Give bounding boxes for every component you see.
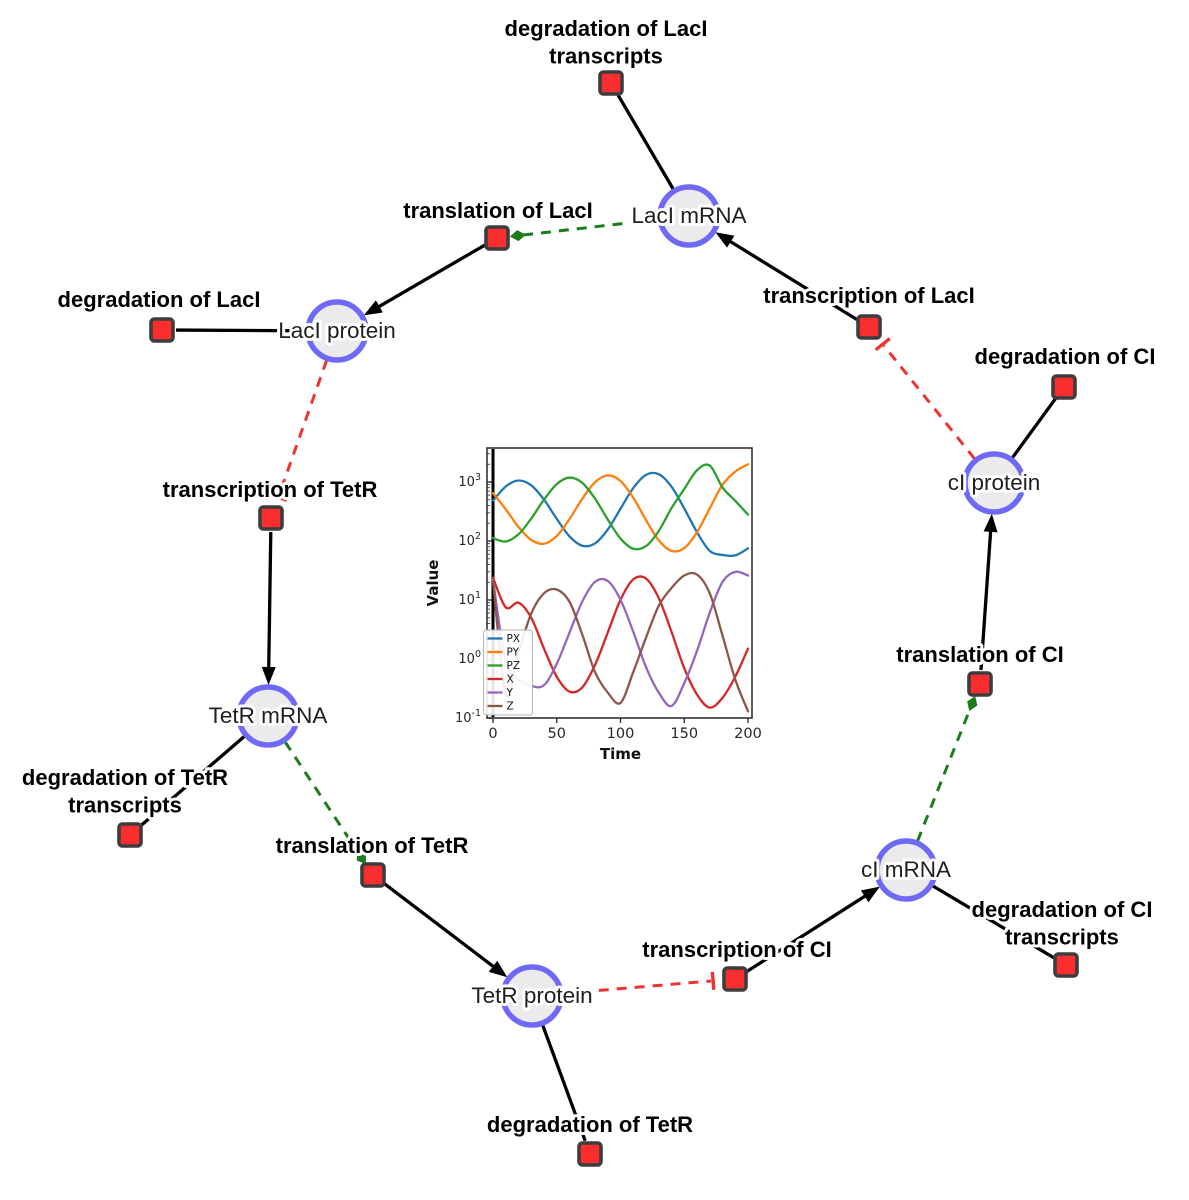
- reaction-label-degradation-laci-transcripts-line2: transcripts: [549, 44, 663, 69]
- species-node-tetr-mrna[interactable]: [236, 684, 300, 748]
- reaction-label-degradation-ci-transcripts-line1: degradation of CI: [972, 897, 1153, 922]
- species-label-ci-mrna: cI mRNA: [861, 857, 951, 882]
- x-tick-label-0: 0: [488, 726, 497, 742]
- species-node-laci-protein[interactable]: [305, 299, 369, 363]
- labels-layer: degradation of LacI transcripts translatio…: [19, 13, 1159, 1140]
- nodes-layer: [117, 70, 1079, 1167]
- species-node-laci-mrna[interactable]: [657, 184, 721, 248]
- species-node-tetr-protein[interactable]: [500, 964, 564, 1028]
- edge-tetr-protein-to-transcription-ci: [562, 979, 712, 995]
- edge-transcription-laci-to-laci-mrna: [726, 238, 858, 322]
- reaction-label-degradation-tetr-transcripts-line1: degradation of TetR: [22, 765, 228, 790]
- edge-ci-protein-to-degradation-ci: [1010, 397, 1058, 459]
- reaction-label-degradation-ci-line1: degradation of CI: [975, 344, 1156, 369]
- reaction-label-degradation-ci-transcripts-line2: transcripts: [1005, 925, 1119, 950]
- edge-laci-protein-to-transcription-tetr-tee-icon: [269, 492, 288, 502]
- reaction-node-translation-ci[interactable]: [967, 671, 993, 697]
- reaction-node-degradation-tetr[interactable]: [577, 1141, 603, 1167]
- edge-laci-mrna-to-degradation-laci-transcripts: [616, 94, 675, 191]
- species-label-laci-protein: LacI protein: [278, 318, 396, 343]
- series-line-PY: [491, 463, 750, 553]
- edge-transcription-tetr-to-tetr-mrna: [267, 531, 273, 672]
- reaction-label-translation-ci-line1: translation of CI: [896, 642, 1063, 667]
- edge-tetr-protein-to-degradation-tetr: [541, 1024, 587, 1142]
- species-node-ci-protein[interactable]: [962, 451, 1026, 515]
- reaction-label-degradation-tetr-line1: degradation of TetR: [487, 1112, 693, 1137]
- legend-label-PZ: PZ: [507, 660, 521, 672]
- y-tick-label-10e0: 100: [458, 649, 481, 667]
- reaction-label-translation-laci-line1: translation of LacI: [403, 198, 592, 223]
- reaction-node-degradation-laci[interactable]: [149, 317, 175, 343]
- x-tick-label-50: 50: [548, 726, 566, 742]
- species-node-ci-mrna[interactable]: [874, 838, 938, 902]
- edge-transcription-laci-to-laci-mrna-arrowhead-icon: [715, 232, 735, 248]
- edge-translation-tetr-to-tetr-protein: [383, 882, 498, 971]
- edge-tetr-mrna-to-translation-tetr: [283, 741, 360, 855]
- edge-transcription-tetr-to-tetr-mrna-arrowhead-icon: [261, 666, 276, 686]
- x-axis-label: Time: [600, 745, 641, 763]
- edges-layer: [139, 94, 1058, 1142]
- series-line-PX: [491, 471, 750, 558]
- edge-tetr-protein-to-transcription-ci-tee-icon: [710, 971, 716, 990]
- reaction-label-translation-tetr-line1: translation of TetR: [276, 833, 469, 858]
- reaction-label-transcription-ci-line1: transcription of CI: [642, 937, 831, 962]
- species-label-tetr-mrna: TetR mRNA: [209, 703, 328, 728]
- y-tick-label-10e1: 101: [458, 590, 481, 608]
- edge-tetr-mrna-to-translation-tetr-diamond-icon: [356, 850, 367, 865]
- y-axis-label: Value: [424, 560, 442, 607]
- reaction-node-degradation-tetr-transcripts[interactable]: [117, 822, 143, 848]
- reaction-node-transcription-laci[interactable]: [856, 314, 882, 340]
- edge-translation-ci-to-ci-protein-arrowhead-icon: [983, 513, 998, 533]
- legend-label-PY: PY: [507, 647, 520, 659]
- plot-spines: [486, 447, 753, 719]
- edge-tetr-mrna-to-degradation-tetr-transcripts: [139, 734, 246, 828]
- species-label-tetr-protein: TetR protein: [471, 983, 592, 1008]
- edge-transcription-ci-to-ci-mrna: [745, 892, 869, 973]
- edge-transcription-ci-to-ci-mrna-arrowhead-icon: [860, 886, 880, 903]
- edge-ci-protein-to-transcription-laci: [882, 344, 976, 460]
- reaction-node-translation-laci[interactable]: [484, 225, 510, 251]
- reaction-label-transcription-laci-line1: transcription of LacI: [763, 283, 974, 308]
- edge-ci-mrna-to-degradation-ci-transcripts: [931, 884, 1055, 960]
- reaction-node-degradation-ci-transcripts[interactable]: [1053, 952, 1079, 978]
- edge-ci-mrna-to-translation-ci-diamond-icon: [967, 696, 978, 711]
- edge-laci-mrna-to-translation-laci-diamond-icon: [509, 230, 526, 242]
- edge-ci-protein-to-transcription-laci-tee-icon: [874, 337, 891, 352]
- legend-label-Z: Z: [507, 701, 514, 713]
- reaction-node-degradation-ci[interactable]: [1051, 374, 1077, 400]
- species-label-laci-mrna: LacI mRNA: [631, 203, 746, 228]
- series-line-Z: [491, 571, 750, 713]
- y-tick-label-10e3: 103: [458, 472, 481, 490]
- edge-translation-laci-to-laci-protein-arrowhead-icon: [363, 300, 383, 316]
- reaction-label-degradation-laci-transcripts-line1: degradation of LacI: [505, 16, 708, 41]
- reaction-node-transcription-tetr[interactable]: [258, 505, 284, 531]
- legend-label-PX: PX: [507, 633, 521, 645]
- reaction-node-translation-tetr[interactable]: [360, 862, 386, 888]
- legend-label-Y: Y: [506, 687, 514, 699]
- reaction-label-degradation-tetr-transcripts-line2: transcripts: [68, 793, 182, 818]
- reaction-node-degradation-laci-transcripts[interactable]: [598, 70, 624, 96]
- x-tick-label-150: 150: [670, 726, 698, 742]
- y-tick-label-10e-1: 10-1: [455, 708, 481, 726]
- legend-label-X: X: [507, 674, 514, 686]
- inset-chart: 10-1 100 101 102 103 0 50 100 150 200 Time Value PX P…: [424, 428, 773, 763]
- edge-translation-tetr-to-tetr-protein-arrowhead-icon: [488, 960, 508, 978]
- species-label-ci-protein: cI protein: [948, 470, 1041, 495]
- x-tick-label-100: 100: [607, 726, 635, 742]
- edge-laci-mrna-to-translation-laci: [522, 218, 659, 237]
- series-line-PZ: [491, 463, 750, 551]
- reaction-label-degradation-laci-line1: degradation of LacI: [58, 287, 261, 312]
- edge-ci-mrna-to-translation-ci: [916, 707, 972, 842]
- reaction-label-transcription-tetr-line1: transcription of TetR: [163, 477, 378, 502]
- edge-laci-protein-to-transcription-tetr: [277, 359, 329, 496]
- reaction-node-transcription-ci[interactable]: [722, 966, 748, 992]
- edge-translation-laci-to-laci-protein: [375, 243, 486, 310]
- edge-translation-ci-to-ci-protein: [979, 527, 993, 671]
- edge-laci-protein-to-degradation-laci: [175, 328, 307, 333]
- x-tick-label-200: 200: [734, 726, 762, 742]
- y-tick-label-10e2: 102: [458, 531, 481, 549]
